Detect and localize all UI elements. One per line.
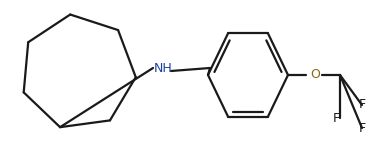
Text: F: F xyxy=(359,99,366,112)
Text: NH: NH xyxy=(154,61,172,75)
Text: F: F xyxy=(333,112,340,124)
Text: O: O xyxy=(310,68,320,81)
Text: F: F xyxy=(359,121,366,135)
